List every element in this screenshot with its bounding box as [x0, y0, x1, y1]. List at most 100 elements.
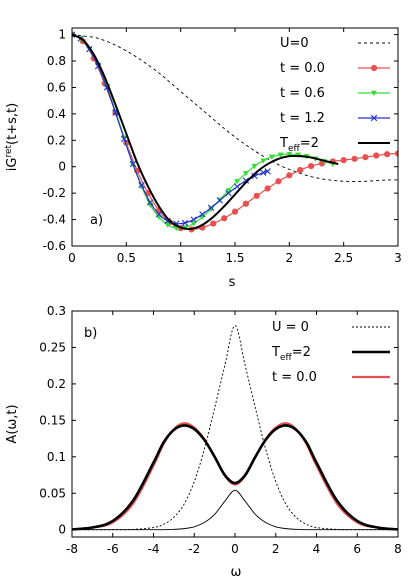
- a-series-2-point-24: [277, 152, 284, 158]
- b-xtick-label-7: 6: [353, 542, 361, 556]
- b-ytick-label-5: 0.25: [39, 340, 66, 354]
- b-xtick-label-8: 8: [394, 542, 402, 556]
- panel-b-chart: -8 -6 -4 -2 0 2 4 6 8 0 0.05 0.1 0.15 0.2 0.25 0.3 b) ω…: [5, 304, 402, 580]
- a-series-3-point-21: [251, 172, 258, 180]
- a-series-3-point-15: [199, 211, 206, 218]
- a-series-3-point-16: [207, 204, 215, 211]
- a-ytick-label-5: 0.4: [47, 107, 66, 121]
- a-ytick-label-0: -0.6: [43, 239, 66, 253]
- a-ytick-label-3: 0: [58, 160, 66, 174]
- a-ytick-label-8: 1: [58, 28, 66, 42]
- a-series-1-point-26: [351, 155, 358, 162]
- a-series-1-point-20: [286, 172, 293, 179]
- b-series-1-line: [72, 424, 398, 531]
- a-xtick-label-0: 0: [68, 251, 76, 265]
- a-series-3-point-18: [225, 189, 232, 197]
- legend-a-t06-label: t = 0.6: [280, 86, 325, 101]
- panel-b-xlabel: ω: [231, 565, 242, 580]
- a-series-2-point-21: [251, 163, 258, 170]
- a-xtick-label-3: 1.5: [225, 251, 244, 265]
- b-xtick-label-3: -2: [188, 542, 200, 556]
- a-series-4-line: [72, 33, 339, 230]
- a-series-3-point-8: [138, 182, 145, 189]
- panel-b-ylabel: A(ω,t): [5, 404, 20, 443]
- a-xtick-label-1: 0.5: [117, 251, 136, 265]
- a-xtick-label-2: 1: [177, 251, 185, 265]
- b-ytick-label-2: 0.1: [47, 450, 66, 464]
- a-series-3-point-0: [72, 31, 76, 38]
- a-ytick-label-1: -0.4: [43, 213, 66, 227]
- b-ytick-label-3: 0.15: [39, 413, 66, 427]
- legend-a-u0-label: U=0: [280, 36, 309, 51]
- b-xtick-label-2: -4: [148, 542, 160, 556]
- a-legend-marker-2: [370, 90, 378, 97]
- panel-a-ylabel: iGret(t+s,t): [4, 103, 20, 171]
- a-xtick-label-5: 2.5: [334, 251, 353, 265]
- a-series-3-point-13: [181, 219, 189, 227]
- legend-a-t00-label: t = 0.0: [280, 61, 325, 76]
- a-series-3-point-22: [260, 169, 267, 176]
- b-series-2-line: [72, 422, 398, 531]
- b-series-3-line: [72, 489, 398, 531]
- a-series-3-point-14: [190, 216, 197, 223]
- legend-b-u0-label: U = 0: [272, 320, 309, 335]
- b-xtick-label-5: 2: [272, 542, 280, 556]
- panel-a-legend: U=0 t = 0.0 t = 0.6 t = 1.2 Teff=2: [279, 36, 390, 154]
- panel-a-xlabel: s: [229, 275, 236, 290]
- legend-b-teff-label: Teff=2: [271, 345, 311, 363]
- b-ytick-label-0: 0: [58, 523, 66, 537]
- a-series-3-point-11: [164, 217, 171, 225]
- a-ytick-label-4: 0.2: [47, 133, 66, 147]
- a-series-3-point-6: [120, 135, 128, 143]
- b-xtick-label-4: 0: [231, 542, 239, 556]
- panel-b-label: b): [84, 326, 97, 341]
- a-series-2-point-19: [234, 179, 241, 185]
- a-series-1-point-29: [384, 151, 391, 158]
- a-series-3-point-20: [242, 177, 250, 184]
- legend-a-t12-label: t = 1.2: [280, 111, 325, 126]
- a-series-2-point-25: [286, 151, 293, 158]
- a-series-1-point-16: [242, 200, 249, 207]
- a-series-1-point-28: [373, 152, 380, 159]
- a-legend-marker-3: [370, 114, 378, 122]
- a-series-1-point-17: [253, 192, 260, 199]
- a-series-1-point-14: [221, 215, 228, 222]
- a-series-2-point-23: [268, 154, 275, 160]
- a-xtick-label-4: 2: [286, 251, 294, 265]
- b-xtick-label-0: -8: [66, 542, 78, 556]
- a-legend-marker-1: [370, 64, 378, 72]
- a-series-1-point-19: [275, 178, 282, 185]
- a-series-1-point-13: [210, 220, 217, 227]
- a-xtick-label-6: 3: [394, 251, 402, 265]
- a-series-1-point-27: [362, 154, 369, 161]
- a-series-3-point-19: [233, 183, 241, 190]
- panel-a-chart: 0 0.5 1 1.5 2 2.5 3-0.6-0.4-0.200.20.40.60.81 …: [4, 27, 402, 290]
- a-series-2-point-22: [260, 158, 267, 164]
- a-ytick-label-6: 0.6: [47, 80, 66, 94]
- a-series-3-point-7: [129, 160, 137, 168]
- a-series-2-point-18: [225, 188, 232, 194]
- a-series-1-point-15: [231, 208, 239, 215]
- legend-b-t00-label: t = 0.0: [272, 370, 317, 385]
- a-series-2-point-14: [190, 221, 197, 227]
- a-series-3-point-23: [264, 168, 271, 175]
- a-series-1-point-18: [264, 185, 271, 192]
- a-series-3-point-17: [216, 197, 223, 204]
- b-ytick-label-1: 0.05: [39, 486, 66, 500]
- panel-a-label: a): [90, 213, 103, 228]
- a-series-3-point-9: [147, 199, 154, 206]
- a-series-1-point-25: [340, 157, 347, 164]
- b-ytick-label-4: 0.2: [47, 377, 66, 391]
- a-ytick-label-7: 0.8: [47, 54, 66, 68]
- panel-b-legend: U = 0 Teff=2 t = 0.0: [271, 320, 390, 385]
- a-series-3-point-10: [155, 211, 163, 218]
- b-xtick-label-6: 4: [313, 542, 321, 556]
- a-series-2-point-20: [242, 171, 249, 177]
- a-series-1-point-21: [297, 166, 304, 174]
- a-series-1-point-22: [307, 162, 315, 170]
- b-series-0-line: [72, 325, 398, 531]
- b-ytick-label-6: 0.3: [47, 304, 66, 318]
- legend-a-teff-label: Teff=2: [279, 136, 319, 154]
- a-ytick-label-2: -0.2: [43, 186, 66, 200]
